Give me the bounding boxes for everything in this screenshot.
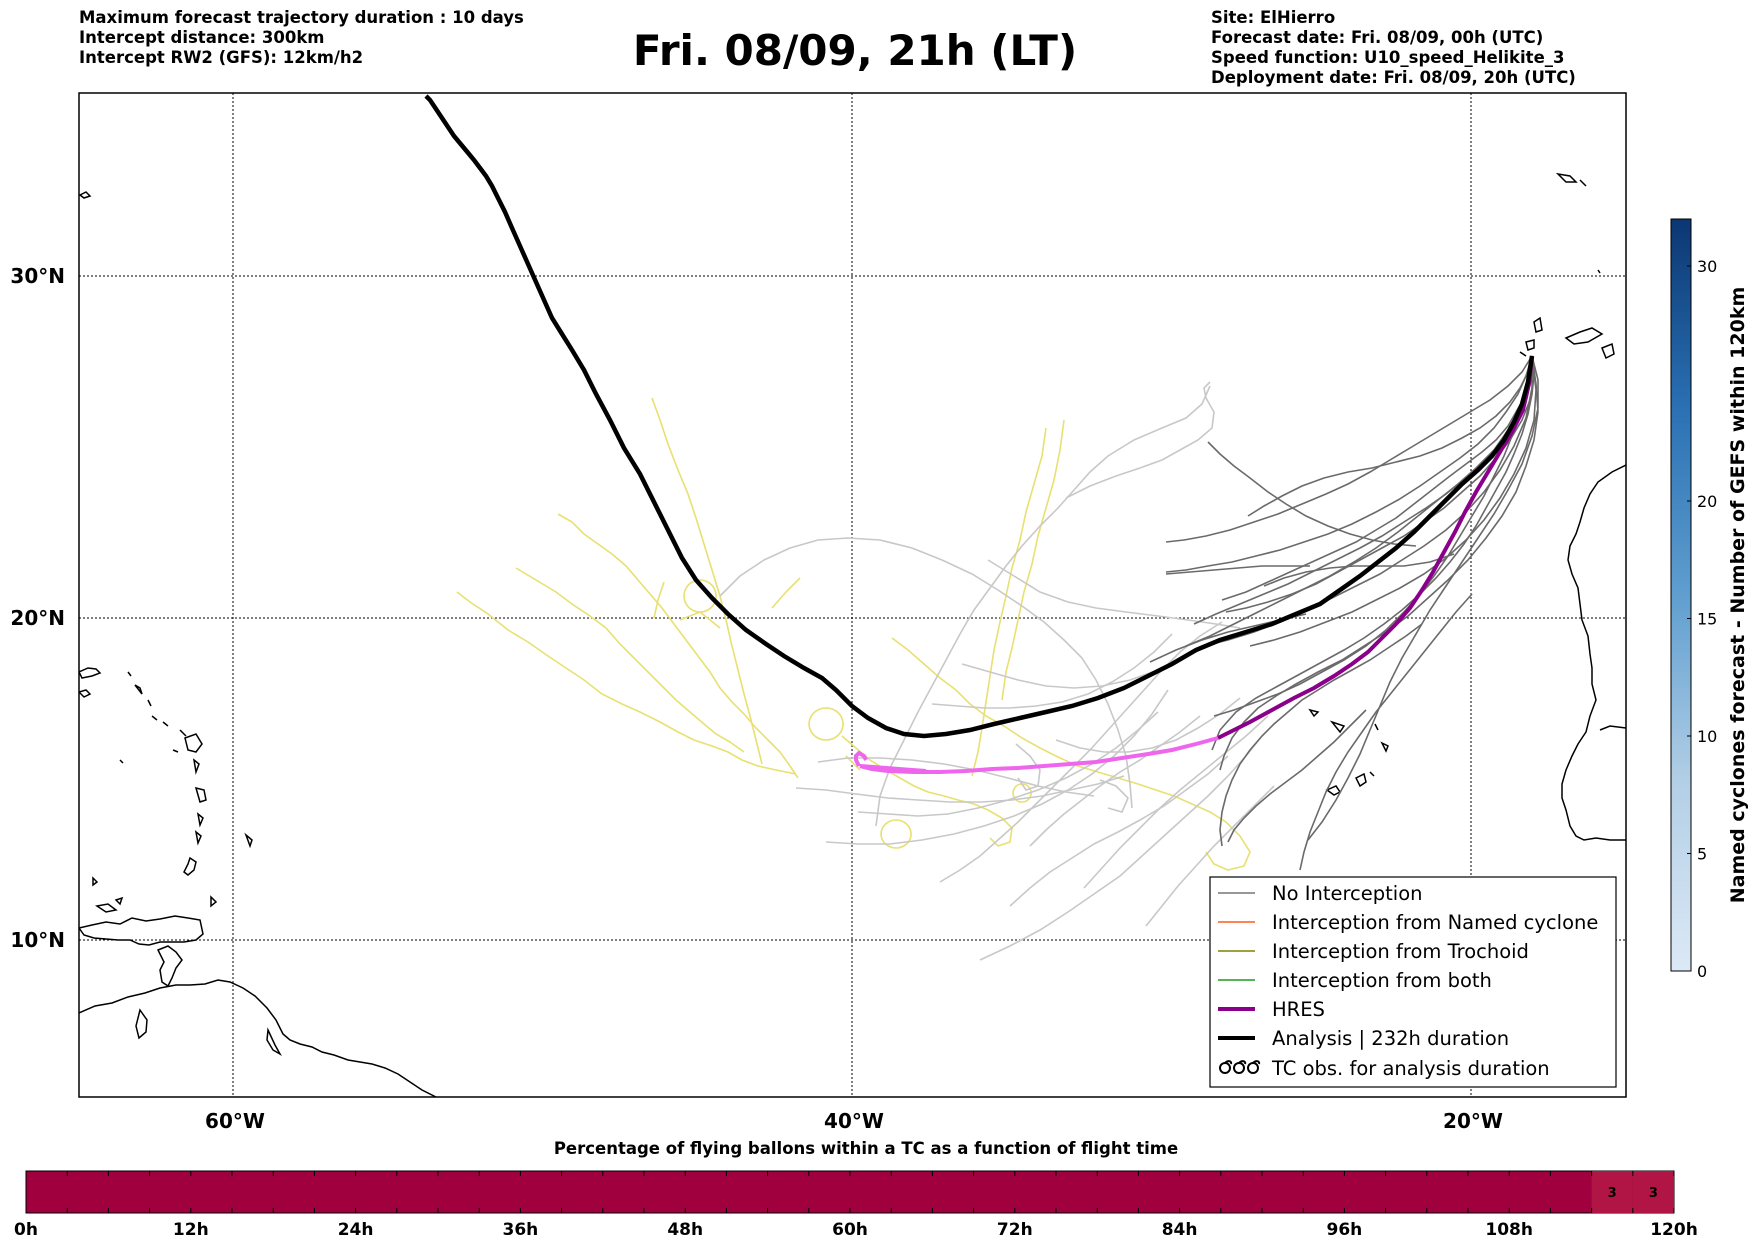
tc-tracks xyxy=(456,397,1251,871)
max-duration-text: Maximum forecast trajectory duration : 1… xyxy=(79,8,524,27)
legend-label-tc-obs: TC obs. for analysis duration xyxy=(1271,1057,1550,1080)
legend-label-both: Interception from both xyxy=(1272,969,1492,992)
lat-label-10: 10°N xyxy=(10,928,65,952)
intercept-rw2-text: Intercept RW2 (GFS): 12km/h2 xyxy=(79,48,364,67)
flight-bar-cell xyxy=(1632,1171,1674,1213)
lon-label-60w: 60°W xyxy=(205,1109,265,1133)
flight-bar-tick-label: 60h xyxy=(832,1220,868,1240)
lon-label-40w: 40°W xyxy=(824,1109,884,1133)
flight-bar-tick-label: 84h xyxy=(1162,1220,1198,1240)
colorbar-tick-label: 0 xyxy=(1697,962,1707,981)
forecast-parameters: Maximum forecast trajectory duration : 1… xyxy=(79,8,524,68)
coastlines xyxy=(79,172,1626,1097)
legend-label-analysis: Analysis | 232h duration xyxy=(1272,1027,1509,1050)
deployment-date-text: Deployment date: Fri. 08/09, 20h (UTC) xyxy=(1211,68,1576,87)
speed-function-text: Speed function: U10_speed_Helikite_3 xyxy=(1211,48,1565,67)
gefs-intercept-tracks xyxy=(1149,355,1539,871)
flight-bar-tick-label: 48h xyxy=(667,1220,703,1240)
colorbar-tick-label: 20 xyxy=(1697,492,1717,511)
flight-bar-tick-label: 120h xyxy=(1650,1220,1698,1240)
flight-bar-cell xyxy=(1591,1171,1633,1213)
flight-bar-tick-label: 24h xyxy=(338,1220,374,1240)
analysis-track xyxy=(424,94,1535,739)
hres-forecast-track xyxy=(1217,355,1534,740)
legend-label-trochoid: Interception from Trochoid xyxy=(1272,940,1529,963)
legend-label-named-cyclone: Interception from Named cyclone xyxy=(1272,911,1598,934)
legend-box xyxy=(1209,876,1617,1088)
cyclone-colorbar: 0 5 10 15 20 30 Named cyclones forecast - Num… xyxy=(1670,218,1749,981)
site-text: Site: ElHierro xyxy=(1211,8,1336,27)
flight-bar-tick-label: 0h xyxy=(14,1220,38,1240)
map-frame xyxy=(78,92,1627,1098)
legend-label-no-interception: No Interception xyxy=(1272,882,1423,905)
map-legend: No Interception Interception from Named … xyxy=(1209,876,1617,1088)
forecast-site-info: Site: ElHierro Forecast date: Fri. 08/09… xyxy=(1211,8,1576,88)
flight-bar-cell-label: 3 xyxy=(1608,1186,1617,1201)
colorbar-label: Named cyclones forecast - Number of GEFS… xyxy=(1727,287,1749,904)
flight-bar-cell-label: 3 xyxy=(1649,1186,1658,1201)
colorbar-gradient xyxy=(1670,218,1692,972)
lon-label-20w: 20°W xyxy=(1443,1109,1503,1133)
flight-bar-tick-label: 96h xyxy=(1327,1220,1363,1240)
flight-time-bar: 3 3 0h 12h 24h 36h 48h 60h 72h 84h 96h 108h 120h xyxy=(14,1170,1698,1240)
page-title: Fri. 08/09, 21h (LT) xyxy=(632,26,1078,75)
gefs-far-tracks xyxy=(719,381,1275,961)
colorbar-tick-label: 15 xyxy=(1697,610,1717,629)
cyclone-symbol-icon xyxy=(1219,1060,1261,1074)
hres-observed-track xyxy=(854,736,1219,774)
flight-bar-tick-label: 108h xyxy=(1485,1220,1533,1240)
colorbar-tick-label: 5 xyxy=(1697,845,1707,864)
forecast-date-text: Forecast date: Fri. 08/09, 00h (UTC) xyxy=(1211,28,1544,47)
flight-bar-tick-label: 12h xyxy=(173,1220,209,1240)
intercept-distance-text: Intercept distance: 300km xyxy=(79,28,325,47)
flight-bar-tick-label: 36h xyxy=(503,1220,539,1240)
flight-bar-title: Percentage of flying ballons within a TC… xyxy=(554,1139,1178,1158)
lat-label-20: 20°N xyxy=(10,606,65,630)
flight-bar-background xyxy=(25,1170,1675,1214)
legend-label-hres: HRES xyxy=(1272,998,1325,1021)
colorbar-tick-label: 10 xyxy=(1697,727,1717,746)
colorbar-ticks: 0 5 10 15 20 30 xyxy=(1687,257,1717,981)
colorbar-tick-label: 30 xyxy=(1697,257,1717,276)
lat-label-30: 30°N xyxy=(10,264,65,288)
flight-bar-tick-label: 72h xyxy=(997,1220,1033,1240)
